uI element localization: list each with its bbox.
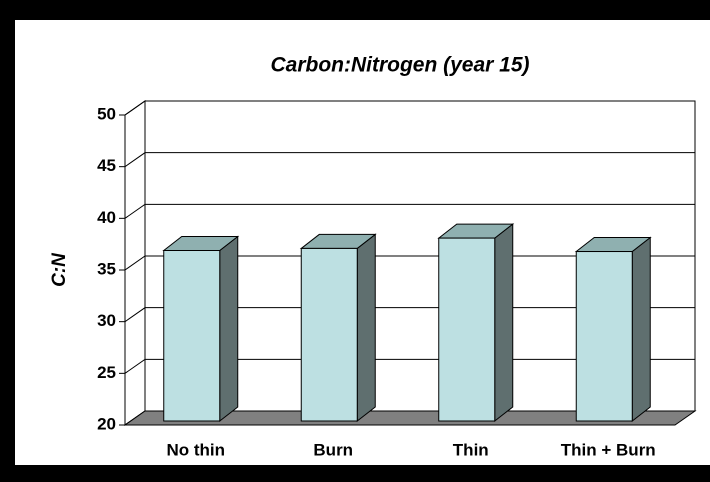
grid-line <box>124 203 695 219</box>
x-tick-label: No thin <box>166 440 225 459</box>
bar <box>163 250 221 422</box>
floor <box>123 410 697 426</box>
bar <box>438 237 496 422</box>
grid-line <box>124 152 695 168</box>
y-tick-label: 35 <box>97 259 116 278</box>
x-tick-label: Thin <box>453 440 489 459</box>
y-tick-label: 20 <box>97 414 116 433</box>
y-axis-label: C:N <box>49 252 70 287</box>
grid-line <box>124 100 695 116</box>
y-tick-label: 30 <box>97 311 116 330</box>
y-tick-label: 40 <box>97 208 116 227</box>
bar <box>300 247 358 422</box>
chart-title: Carbon:Nitrogen (year 15) <box>270 54 529 77</box>
x-tick-label: Thin + Burn <box>561 440 656 459</box>
bar-side <box>356 233 376 423</box>
y-tick-label: 25 <box>97 363 116 382</box>
bar-side <box>494 223 514 423</box>
x-tick-label: Burn <box>313 440 353 459</box>
y-tick-label: 45 <box>97 156 116 175</box>
bar <box>575 251 633 422</box>
bar-side <box>631 236 651 423</box>
bar-side <box>219 235 239 423</box>
y-tick-label: 50 <box>97 104 116 123</box>
